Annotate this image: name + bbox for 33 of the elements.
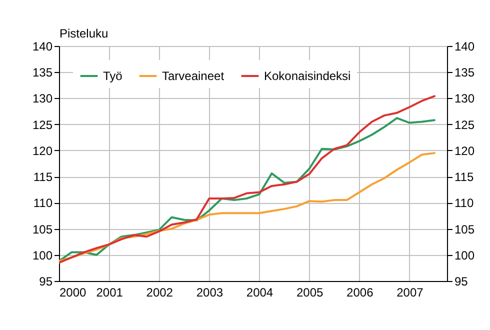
y2-tick-label: 100 (454, 248, 475, 262)
y-tick-label: 135 (32, 66, 53, 80)
line-series (59, 152, 436, 262)
y-tick-label: 140 (32, 40, 53, 54)
y2-tick-label: 115 (454, 170, 474, 184)
y-tick-label: 115 (33, 170, 53, 184)
y2-tick-label: 135 (454, 66, 475, 80)
x-tick-label: 2004 (246, 286, 274, 300)
y-tick-label: 100 (32, 248, 53, 262)
y2-tick-label: 120 (454, 144, 475, 158)
x-tick-label: 2007 (396, 286, 424, 300)
y2-tick-label: 140 (454, 40, 475, 54)
y-tick-label: 110 (33, 196, 53, 210)
legend-label: Kokonaisindeksi (264, 69, 351, 83)
y2-tick-label: 125 (454, 118, 475, 132)
y-tick-label: 95 (39, 274, 53, 288)
y2-tick-label: 130 (454, 92, 475, 106)
y-axis-title: Pisteluku (60, 26, 108, 40)
x-tick-label: 2000 (60, 286, 87, 300)
y-tick-label: 130 (32, 92, 53, 106)
x-tick-label: 2006 (346, 286, 374, 300)
y2-tick-label: 105 (454, 222, 475, 236)
y2-tick-label: 110 (454, 196, 474, 210)
legend-label: Tarveaineet (162, 69, 225, 83)
x-tick-label: 2001 (96, 286, 124, 300)
y2-tick-label: 95 (454, 274, 468, 288)
legend-label: Työ (103, 69, 123, 83)
y-tick-label: 125 (32, 118, 53, 132)
x-tick-label: 2003 (196, 286, 224, 300)
x-tick-label: 2002 (146, 286, 174, 300)
x-tick-label: 2005 (296, 286, 324, 300)
y-tick-label: 105 (32, 222, 53, 236)
y-tick-label: 120 (32, 144, 53, 158)
